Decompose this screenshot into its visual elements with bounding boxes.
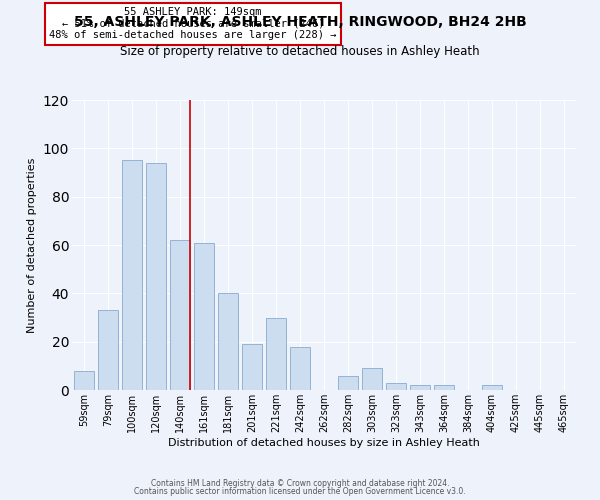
Bar <box>146 163 166 390</box>
Text: 55 ASHLEY PARK: 149sqm
← 51% of detached houses are smaller (246)
48% of semi-de: 55 ASHLEY PARK: 149sqm ← 51% of detached… <box>49 7 337 40</box>
Bar <box>266 318 286 390</box>
Bar <box>122 160 142 390</box>
Text: 55, ASHLEY PARK, ASHLEY HEATH, RINGWOOD, BH24 2HB: 55, ASHLEY PARK, ASHLEY HEATH, RINGWOOD,… <box>74 15 526 29</box>
Bar <box>434 385 454 390</box>
Bar <box>338 376 358 390</box>
Bar <box>98 310 118 390</box>
Bar <box>170 240 190 390</box>
Text: Size of property relative to detached houses in Ashley Heath: Size of property relative to detached ho… <box>120 45 480 58</box>
Bar <box>482 385 502 390</box>
Text: Contains public sector information licensed under the Open Government Licence v3: Contains public sector information licen… <box>134 487 466 496</box>
Bar <box>242 344 262 390</box>
Bar <box>410 385 430 390</box>
Bar <box>74 370 94 390</box>
X-axis label: Distribution of detached houses by size in Ashley Heath: Distribution of detached houses by size … <box>168 438 480 448</box>
Bar <box>290 346 310 390</box>
Bar <box>386 383 406 390</box>
Bar <box>218 294 238 390</box>
Y-axis label: Number of detached properties: Number of detached properties <box>27 158 37 332</box>
Bar <box>194 242 214 390</box>
Bar <box>362 368 382 390</box>
Text: Contains HM Land Registry data © Crown copyright and database right 2024.: Contains HM Land Registry data © Crown c… <box>151 478 449 488</box>
